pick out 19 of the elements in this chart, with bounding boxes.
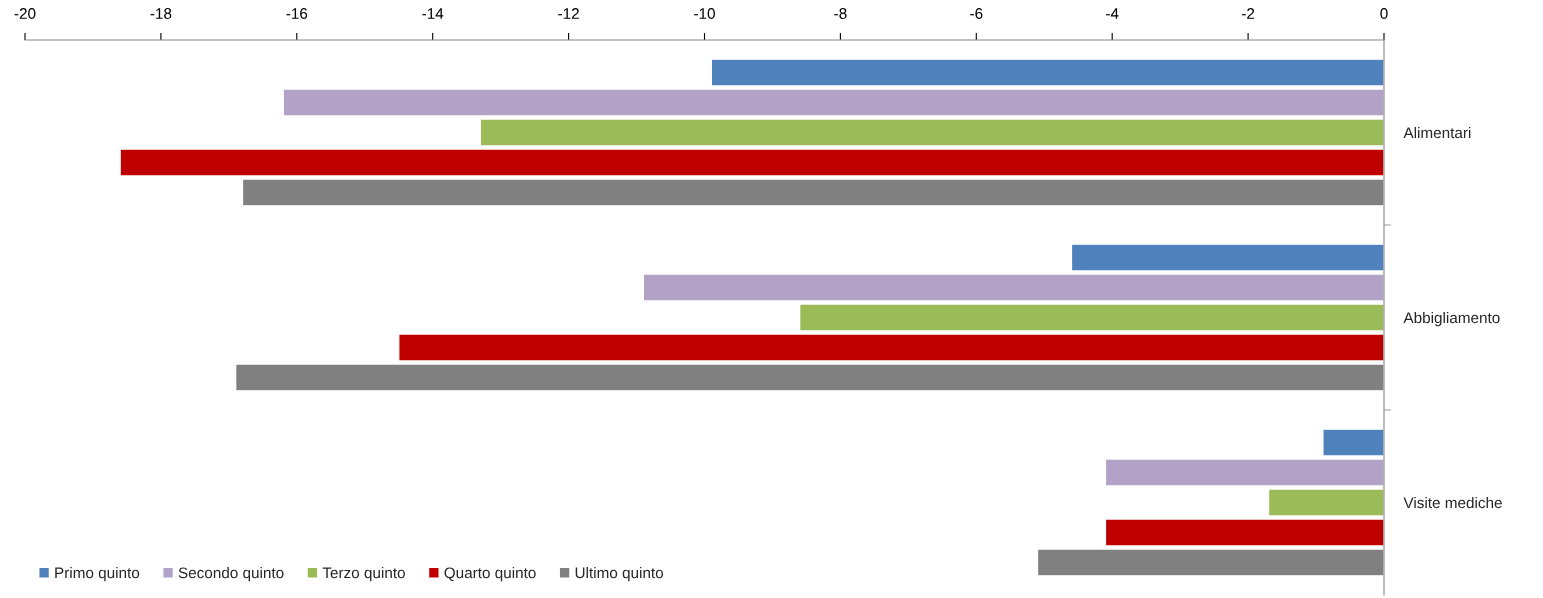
legend-label: Terzo quinto — [322, 567, 405, 582]
x-tick-label: -2 — [1241, 8, 1255, 19]
legend-label: Secondo quinto — [178, 567, 284, 582]
x-tick-label: -4 — [1106, 8, 1119, 19]
x-tick-label: -10 — [694, 8, 715, 19]
x-tick-label: -18 — [150, 8, 172, 19]
y-tick-label: Abbigliamento — [1403, 311, 1500, 327]
x-tick-label: -14 — [422, 8, 444, 19]
y-tick-label: Alimentari — [1403, 126, 1471, 139]
legend-label: Primo quinto — [55, 567, 140, 582]
legend-label: Ultimo quinto — [575, 567, 664, 582]
legend-label: Quarto quinto — [444, 567, 536, 582]
x-tick-label: 0 — [1380, 8, 1388, 19]
x-tick-label: -8 — [834, 8, 847, 19]
y-tick-label: Visite mediche — [1403, 496, 1502, 509]
x-tick-label: -20 — [14, 8, 36, 19]
x-tick-label: -16 — [286, 8, 308, 19]
x-tick-label: -12 — [558, 8, 579, 19]
x-tick-label: -6 — [970, 8, 983, 19]
